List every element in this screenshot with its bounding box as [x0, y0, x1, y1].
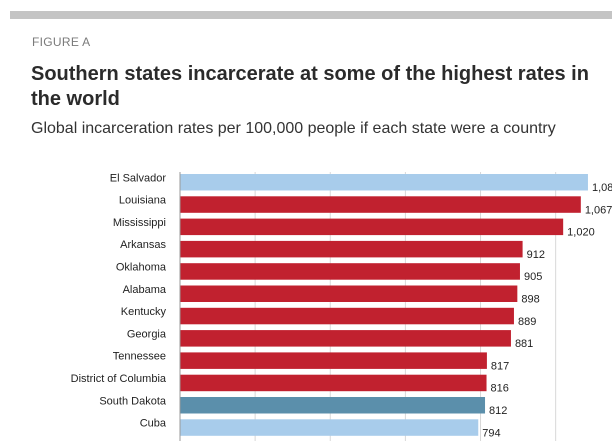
value-label: 898 — [521, 294, 539, 306]
value-label: 812 — [489, 405, 507, 417]
bar-0 — [180, 174, 588, 191]
bar-10 — [180, 397, 486, 414]
bar-11 — [180, 419, 479, 436]
category-label: District of Columbia — [71, 373, 167, 385]
value-label: 1,020 — [567, 227, 595, 239]
category-label: South Dakota — [99, 395, 167, 407]
category-label: Georgia — [127, 328, 167, 340]
category-label: Oklahoma — [116, 261, 167, 273]
category-label: Louisiana — [119, 195, 167, 207]
bar-1 — [180, 196, 581, 213]
category-label: Tennessee — [113, 351, 166, 363]
category-label: Cuba — [140, 418, 167, 430]
bar-2 — [180, 218, 564, 236]
value-label: 816 — [491, 383, 509, 395]
value-label: 1,086 — [592, 182, 612, 194]
bar-7 — [180, 330, 511, 347]
bar-3 — [180, 240, 523, 258]
top-divider — [10, 11, 612, 19]
category-label: El Salvador — [110, 172, 167, 184]
value-label: 912 — [527, 249, 545, 261]
bar-6 — [180, 307, 514, 325]
chart-subtitle: Global incarceration rates per 100,000 p… — [31, 120, 556, 137]
bar-4 — [180, 263, 520, 280]
category-label: Mississippi — [113, 217, 166, 229]
chart-title: Southern states incarcerate at some of t… — [31, 63, 589, 110]
bar-9 — [180, 374, 487, 392]
value-label: 817 — [491, 360, 509, 372]
bar-5 — [180, 285, 518, 302]
bar-8 — [180, 352, 487, 369]
value-label: 889 — [518, 316, 536, 328]
value-label: 794 — [482, 427, 500, 439]
category-label: Arkansas — [120, 239, 166, 251]
value-label: 905 — [524, 271, 542, 283]
category-label: Kentucky — [121, 306, 167, 318]
category-label: Alabama — [123, 284, 167, 296]
value-label: 1,067 — [585, 204, 612, 216]
value-label: 881 — [515, 338, 533, 350]
figure-label: FIGURE A — [32, 35, 91, 49]
